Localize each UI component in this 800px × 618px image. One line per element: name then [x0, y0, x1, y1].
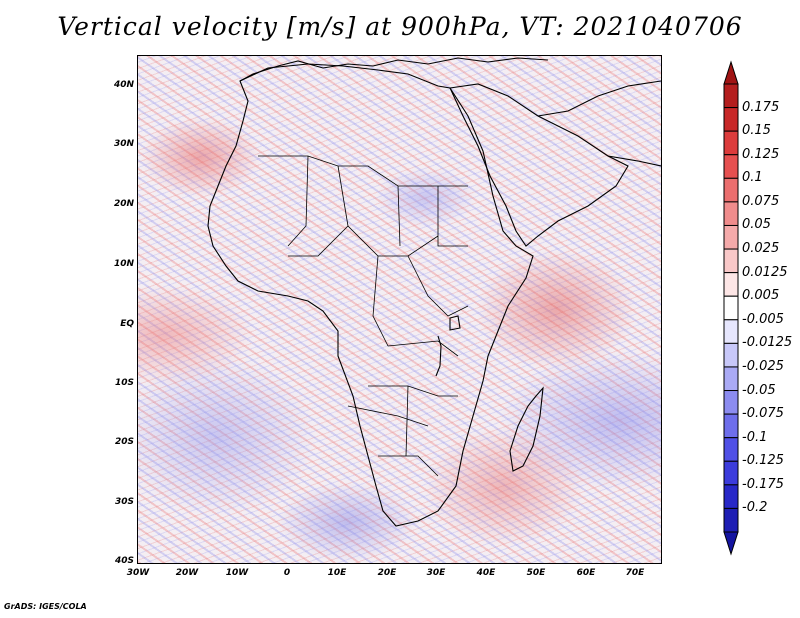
- lat-label-10N: 10N: [113, 259, 134, 269]
- lon-label-30W: 30W: [126, 568, 150, 578]
- arabia-coastline: [449, 83, 629, 247]
- lon-label-60E: 60E: [576, 568, 596, 578]
- map-plot-area: [137, 55, 662, 564]
- colorbar-swatch: [723, 177, 739, 203]
- colorbar-swatch: [723, 390, 739, 415]
- colorbar-label: 0.0125: [742, 264, 788, 280]
- colorbar-label: 0.1: [742, 170, 763, 186]
- credit-text: GrADS: IGES/COLA: [4, 602, 87, 611]
- colorbar-swatch: [723, 224, 739, 250]
- colorbar-label: -0.075: [742, 406, 784, 422]
- colorbar-swatch: [723, 342, 739, 368]
- colorbar-swatch: [723, 295, 739, 321]
- lon-label-20W: 20W: [175, 568, 199, 578]
- country-borders: [258, 155, 469, 477]
- lat-label-20S: 20S: [114, 437, 134, 447]
- lon-label-0: 0: [283, 568, 291, 578]
- colorbar-label: -0.1: [742, 429, 768, 445]
- africa-coastline: [207, 63, 534, 527]
- colorbar-label: -0.05: [742, 382, 776, 398]
- madagascar-coastline: [509, 386, 544, 472]
- colorbar-top-arrow: [723, 60, 739, 85]
- colorbar-label: -0.2: [742, 500, 768, 516]
- lon-label-10W: 10W: [225, 568, 249, 578]
- lon-label-20E: 20E: [377, 568, 397, 578]
- colorbar-swatch: [723, 507, 739, 533]
- lat-label-40N: 40N: [113, 80, 134, 90]
- colorbar-label: -0.175: [742, 476, 784, 492]
- colorbar-swatch: [723, 460, 739, 486]
- lat-label-20N: 20N: [113, 199, 134, 209]
- lon-label-70E: 70E: [625, 568, 645, 578]
- lon-label-10E: 10E: [327, 568, 347, 578]
- colorbar-label: 0.175: [742, 99, 780, 115]
- colorbar-label: 0.05: [742, 217, 771, 233]
- asia-coastline: [537, 80, 661, 167]
- lat-label-10S: 10S: [114, 378, 134, 388]
- colorbar-swatch: [723, 437, 739, 462]
- colorbar-label: 0.075: [742, 193, 780, 209]
- colorbar-label: 0.005: [742, 288, 780, 304]
- colorbar-swatch: [723, 107, 739, 132]
- colorbar-swatch: [723, 130, 739, 156]
- colorbar-swatch: [723, 319, 739, 344]
- colorbar-label: -0.125: [742, 453, 784, 469]
- colorbar-swatch: [723, 248, 739, 274]
- colorbar-label: -0.0125: [742, 335, 793, 351]
- lat-label-40S: 40S: [114, 556, 134, 566]
- lat-label-30S: 30S: [114, 497, 134, 507]
- colorbar-swatch: [723, 154, 739, 179]
- africa-coastlines: [207, 57, 661, 527]
- colorbar-swatch: [723, 413, 739, 439]
- map-title: Vertical velocity [m/s] at 900hPa, VT: 2…: [57, 12, 743, 41]
- colorbar-swatch: [723, 201, 739, 226]
- colorbar-label: 0.15: [742, 123, 771, 139]
- colorbar-bottom-arrow: [723, 531, 739, 556]
- colorbar-swatch: [723, 484, 739, 509]
- colorbar-swatch: [723, 83, 739, 109]
- colorbar-label: -0.005: [742, 311, 784, 327]
- colorbar-swatch: [723, 272, 739, 297]
- lon-label-40E: 40E: [476, 568, 496, 578]
- lake-tanganyika: [435, 335, 442, 377]
- europe-coastline: [239, 57, 549, 82]
- colorbar-label: -0.025: [742, 358, 784, 374]
- colorbar-swatch: [723, 366, 739, 392]
- lat-label-eq: EQ: [120, 319, 134, 329]
- lat-label-30N: 30N: [113, 139, 134, 149]
- lake-victoria: [449, 315, 461, 331]
- colorbar-label: 0.125: [742, 146, 780, 162]
- colorbar-label: 0.025: [742, 241, 780, 257]
- colorbar: [723, 60, 739, 556]
- lon-label-30E: 30E: [426, 568, 446, 578]
- lon-label-50E: 50E: [526, 568, 546, 578]
